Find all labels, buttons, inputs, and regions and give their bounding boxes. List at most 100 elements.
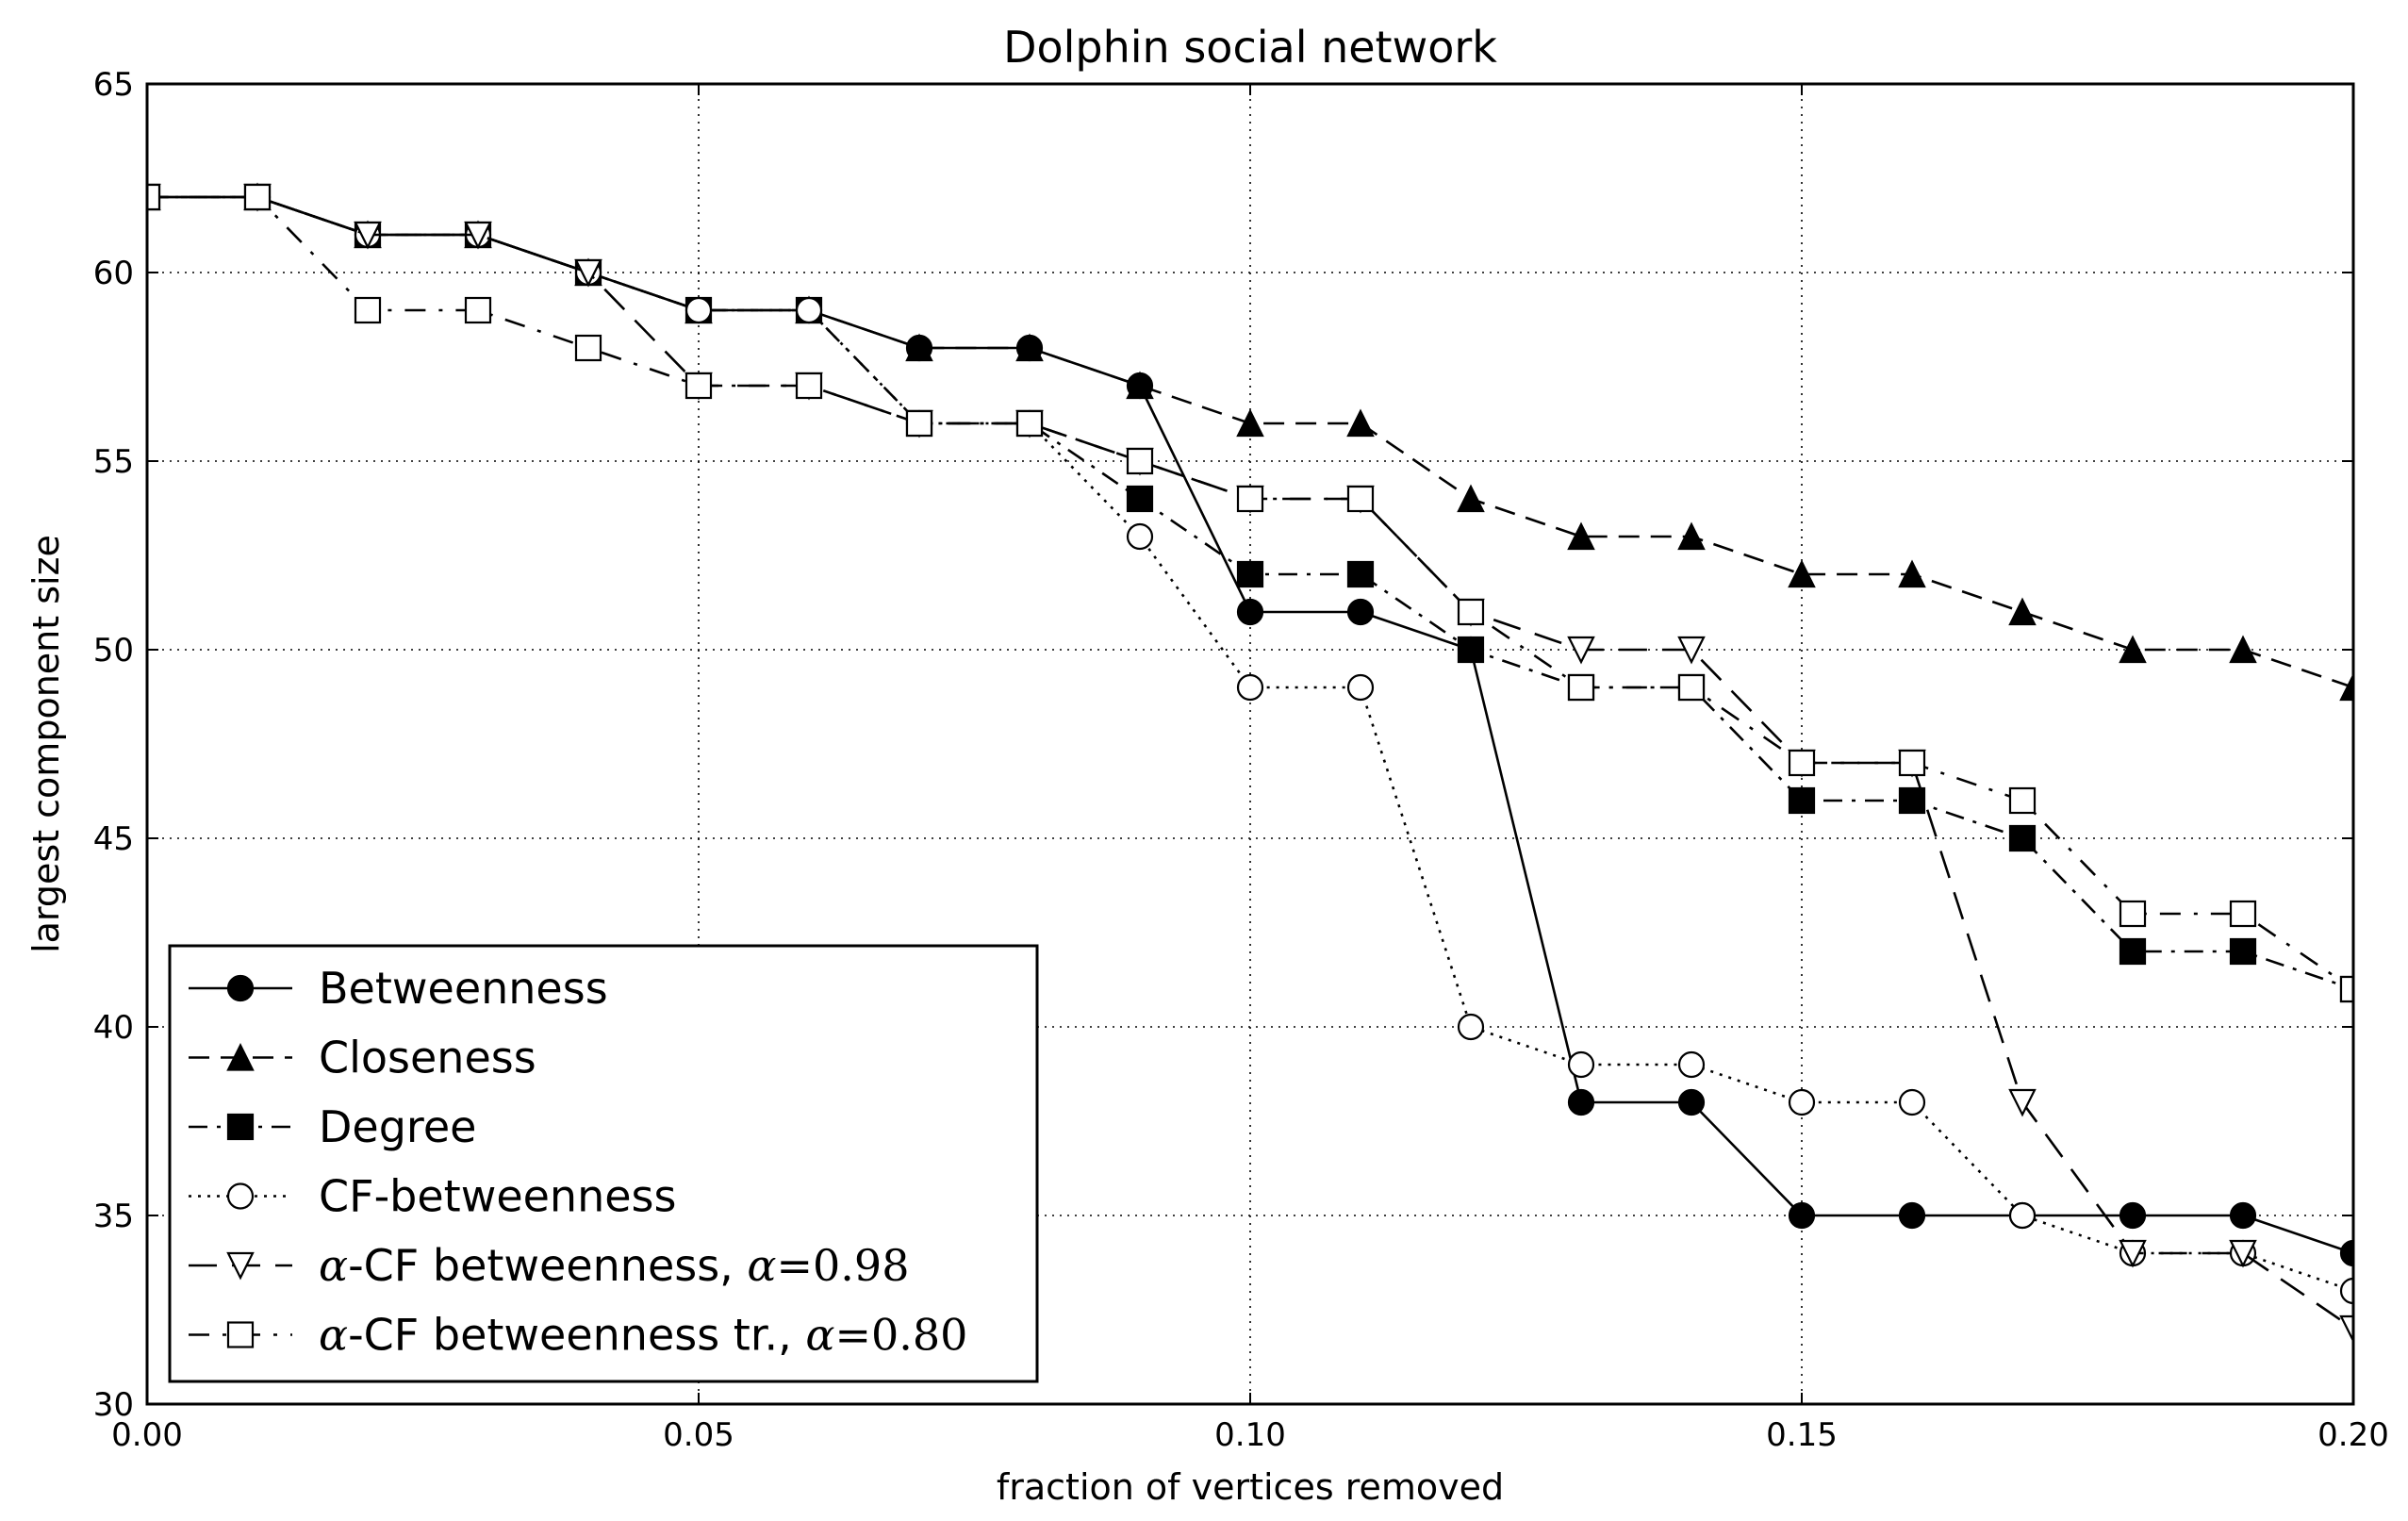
data-point <box>2119 1201 2147 1230</box>
data-point <box>1457 1013 1485 1041</box>
data-point <box>1788 786 1816 815</box>
ticks: 0.00 0.05 0.10 0.15 0.20 30 35 40 45 50 55 60 65 <box>93 66 2389 1454</box>
data-point <box>1457 636 1485 664</box>
legend-marker <box>226 1251 255 1281</box>
data-point <box>2339 1239 2353 1267</box>
data-point <box>905 333 933 362</box>
data-point <box>2229 635 2257 664</box>
data-point <box>1457 598 1485 626</box>
data-point <box>2229 1201 2257 1230</box>
x-tick-label: 0.10 <box>1214 1416 1286 1454</box>
data-point <box>2229 937 2257 966</box>
data-point <box>1898 559 1926 588</box>
legend-label-part: Betweenness <box>319 963 608 1014</box>
data-point <box>1677 1088 1706 1116</box>
data-point <box>1236 485 1264 513</box>
data-point <box>2008 1088 2037 1117</box>
x-tick-label: 0.15 <box>1766 1416 1838 1454</box>
y-tick-label: 50 <box>93 632 134 670</box>
legend-label: Closeness <box>319 1033 536 1083</box>
data-point <box>464 296 492 324</box>
data-point <box>795 296 823 324</box>
legend-label-part: =0.80 <box>834 1310 967 1361</box>
data-point <box>1788 749 1816 777</box>
legend-label-part: Degree <box>319 1101 476 1152</box>
data-point <box>2339 975 2353 1003</box>
data-point <box>1236 673 1264 702</box>
data-point <box>2119 900 2147 928</box>
legend-label-part: α <box>747 1240 776 1291</box>
legend-label-part: α <box>319 1240 348 1291</box>
legend-label-part: α <box>319 1310 348 1361</box>
data-point <box>2008 1201 2037 1230</box>
legend-marker <box>226 1321 255 1348</box>
series-6 <box>147 183 2353 1003</box>
y-tick-label: 60 <box>93 255 134 292</box>
legend-marker <box>226 1182 255 1210</box>
data-point <box>2008 597 2037 626</box>
legend-entry-5: α-CF betweenness, α=0.98 <box>189 1240 909 1291</box>
data-point <box>1567 521 1595 551</box>
legend-label-part: α <box>805 1310 834 1361</box>
data-point <box>1567 636 1595 665</box>
data-point <box>574 334 602 362</box>
data-point <box>1126 522 1154 551</box>
data-point <box>795 372 823 400</box>
legend-box <box>168 944 1039 1383</box>
legend-label-part: Closeness <box>319 1033 536 1083</box>
data-point <box>1236 408 1264 438</box>
data-point <box>1898 1088 1926 1116</box>
data-point <box>1346 673 1375 702</box>
data-point <box>2339 1314 2353 1344</box>
legend-label: Degree <box>319 1101 476 1152</box>
data-point <box>2119 635 2147 664</box>
data-point <box>574 258 602 288</box>
y-tick-label: 35 <box>93 1198 134 1235</box>
data-point <box>2008 824 2037 852</box>
data-point <box>354 296 382 324</box>
legend-label: Betweenness <box>319 963 608 1014</box>
data-point <box>464 221 492 250</box>
data-point <box>1567 673 1595 702</box>
legend-label-part: CF-betweenness <box>319 1171 676 1222</box>
data-point <box>2339 1277 2353 1305</box>
data-point <box>1677 1050 1706 1079</box>
legend-marker <box>226 1113 255 1141</box>
legend-marker <box>226 1043 255 1071</box>
data-point <box>1126 447 1154 475</box>
data-point <box>1677 521 1706 551</box>
data-point <box>1015 409 1044 438</box>
y-tick-label: 65 <box>93 66 134 104</box>
legend-label: CF-betweenness <box>319 1171 676 1222</box>
data-point <box>1346 408 1375 438</box>
data-point <box>1677 636 1706 665</box>
legend-entry-6: α-CF betweenness tr., α=0.80 <box>189 1310 967 1361</box>
legend-label: α-CF betweenness tr., α=0.80 <box>319 1310 967 1361</box>
y-tick-label: 45 <box>93 820 134 858</box>
y-axis-label: largest component size <box>25 535 67 953</box>
data-point <box>2229 1239 2257 1268</box>
data-point <box>1346 598 1375 626</box>
data-point <box>2119 937 2147 966</box>
data-point <box>1126 485 1154 513</box>
legend-entry-1: Betweenness <box>189 963 608 1014</box>
legend-label-part: -CF betweenness, <box>348 1240 747 1291</box>
data-point <box>147 183 161 211</box>
data-point <box>1788 1088 1816 1116</box>
y-tick-label: 40 <box>93 1009 134 1047</box>
data-point <box>1898 786 1926 815</box>
legend: Betweenness Closeness Degree CF-betweenness… <box>168 944 1039 1383</box>
data-point <box>1126 371 1154 400</box>
data-point <box>1346 485 1375 513</box>
data-point <box>354 221 382 250</box>
y-tick-label: 55 <box>93 443 134 481</box>
legend-entry-2: Closeness <box>189 1033 536 1083</box>
data-point <box>1898 1201 1926 1230</box>
x-tick-label: 0.05 <box>663 1416 734 1454</box>
x-tick-label: 0.20 <box>2317 1416 2389 1454</box>
data-point <box>243 183 272 211</box>
y-tick-label: 30 <box>93 1386 134 1424</box>
data-point <box>1457 484 1485 513</box>
data-point <box>2339 672 2353 702</box>
